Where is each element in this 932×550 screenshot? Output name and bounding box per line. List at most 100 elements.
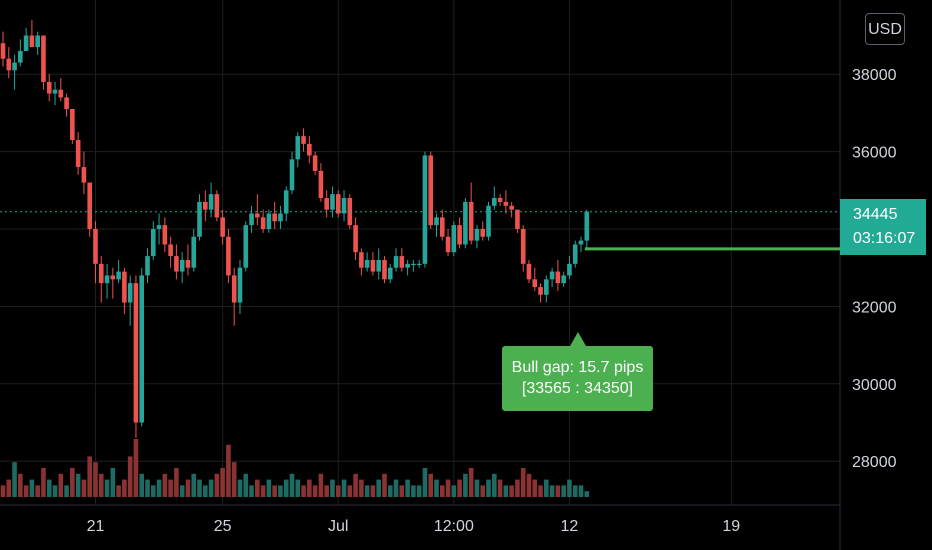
volume-bar <box>156 479 162 497</box>
candle-body <box>324 198 329 210</box>
volume-bar <box>544 479 549 497</box>
volume-bar <box>416 485 422 497</box>
candle-body <box>463 201 468 245</box>
candle-body <box>567 263 572 276</box>
bull-gap-tooltip: Bull gap: 15.7 pips [33565 : 34350] <box>502 346 653 411</box>
candle-body <box>549 271 555 280</box>
volume-bar <box>249 485 254 497</box>
volume-bar <box>520 468 526 497</box>
candle-body <box>468 201 474 241</box>
volume-bar <box>237 479 243 497</box>
volume-bar <box>243 473 249 497</box>
volume-bar <box>567 479 572 497</box>
volume-bar <box>503 485 509 497</box>
currency-button[interactable]: USD <box>865 13 905 45</box>
candle-body <box>520 229 526 264</box>
candle-body <box>18 50 23 63</box>
time-tick-label: 12 <box>561 518 579 535</box>
volume-bar <box>411 485 416 497</box>
candle-body <box>145 256 150 276</box>
bar-countdown: 03:16:07 <box>853 230 916 247</box>
volume-bar <box>12 462 17 497</box>
volume-bar <box>532 479 538 497</box>
volume-bar <box>422 468 428 497</box>
time-axis[interactable]: 21 25 Jul 12:00 12 19 <box>87 518 741 535</box>
candle-body <box>122 271 127 303</box>
volume-bar <box>70 468 75 497</box>
candle-body <box>428 155 434 226</box>
candle-body <box>255 213 260 218</box>
volume-bar <box>162 473 168 497</box>
candle-body <box>301 136 306 144</box>
volume-bar <box>376 479 381 497</box>
volume-bar <box>220 468 225 497</box>
candle-body <box>93 229 98 264</box>
volume-bar <box>497 479 503 497</box>
volume-bar <box>289 473 295 497</box>
volume-bar <box>18 473 23 497</box>
price-axis[interactable]: 38000 36000 32000 30000 28000 <box>852 67 897 471</box>
candle-body <box>12 62 17 71</box>
candle-body <box>0 43 6 59</box>
volume-bar <box>122 479 127 497</box>
volume-bar <box>578 485 584 497</box>
volume-bar <box>572 485 578 497</box>
volume-bar <box>6 479 12 497</box>
volume-bar <box>439 485 445 497</box>
volume-bar <box>445 479 451 497</box>
volume-bar <box>538 485 543 497</box>
volume-bar <box>312 485 318 497</box>
candlesticks <box>0 20 590 438</box>
volume-bar <box>283 479 289 497</box>
volume-bar <box>468 468 474 497</box>
gap-tooltip-arrow <box>570 332 586 346</box>
candle-body <box>156 225 162 229</box>
candle-body <box>283 190 289 214</box>
volume-bar <box>515 479 520 497</box>
volume-bar <box>359 479 364 497</box>
volume-bar <box>104 479 110 497</box>
gap-tooltip-line2: [33565 : 34350] <box>521 380 634 397</box>
candle-body <box>197 201 202 237</box>
candle-body <box>185 259 191 268</box>
volume-bar <box>278 485 283 497</box>
volume-bar <box>480 485 486 497</box>
volume-bar <box>226 444 231 497</box>
price-tick-label: 38000 <box>852 67 897 84</box>
volume-bar <box>341 479 347 497</box>
candle-body <box>226 236 231 276</box>
candle-body <box>150 229 156 257</box>
candle-body <box>46 81 52 94</box>
candle-body <box>503 201 509 206</box>
candle-body <box>353 225 358 253</box>
price-tick-label: 28000 <box>852 454 897 471</box>
volume-bar <box>561 485 566 497</box>
volume-bar <box>347 485 353 497</box>
candle-body <box>572 244 578 264</box>
volume-bar <box>387 485 393 497</box>
candle-body <box>87 182 92 229</box>
volume-bar <box>0 485 6 497</box>
volume-bar <box>231 462 237 497</box>
candle-body <box>237 267 243 303</box>
volume-bar <box>451 485 457 497</box>
volume-bar <box>318 473 324 497</box>
candle-body <box>58 89 64 98</box>
volume-bar <box>353 473 358 497</box>
volume-bar <box>370 485 376 497</box>
candle-body <box>451 225 457 253</box>
volume-bar <box>260 485 266 497</box>
volume-bar <box>127 456 133 497</box>
volume-bar <box>185 479 191 497</box>
candle-body <box>260 217 266 229</box>
candle-body <box>526 263 532 280</box>
candle-body <box>359 252 364 268</box>
candle-body <box>480 229 486 237</box>
candle-body <box>278 213 283 222</box>
candle-body <box>29 35 35 48</box>
candle-body <box>497 198 503 202</box>
volume-bar <box>110 468 116 497</box>
candle-body <box>532 279 538 288</box>
volume-bar <box>555 485 561 497</box>
